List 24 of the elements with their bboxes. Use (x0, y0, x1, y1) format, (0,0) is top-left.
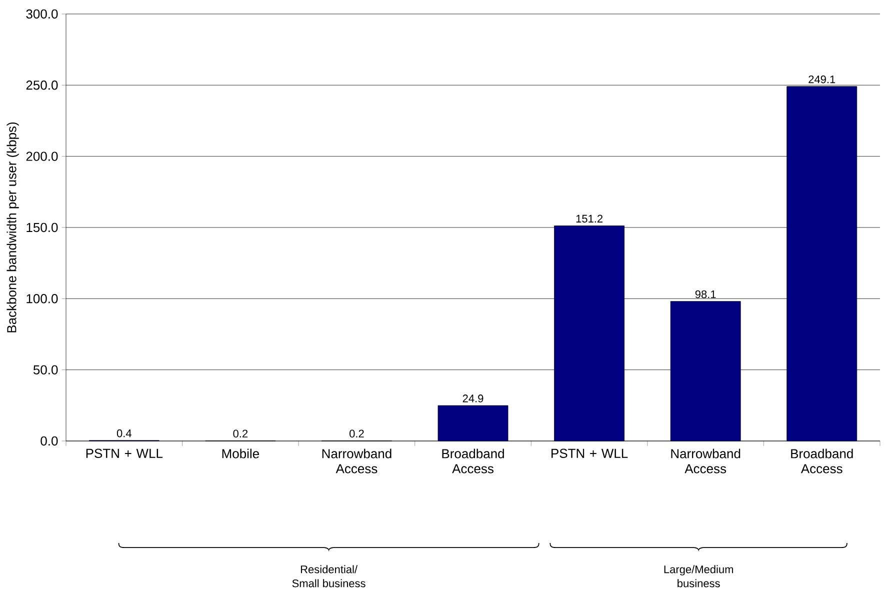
y-tick-label: 250.0 (26, 80, 58, 90)
y-tick-label: 150.0 (26, 222, 58, 232)
x-tick-label: Broadband Access (442, 448, 504, 474)
data-label: 24.9 (462, 394, 484, 402)
y-axis-title: Backbone bandwidth per user (kbps) (6, 122, 19, 332)
data-label: 0.4 (116, 429, 132, 438)
data-label: 0.2 (350, 430, 364, 438)
data-label: 0.2 (233, 430, 248, 438)
data-label: 151.2 (576, 214, 602, 223)
x-tick-label: PSTN + WLL (552, 448, 628, 458)
text: Large/Medium business (664, 565, 734, 588)
x-tick-label: Broadband Access (791, 448, 853, 474)
data-label: 98.1 (695, 290, 716, 298)
x-tick-label: Mobile (222, 448, 259, 458)
y-tick-label: 200.0 (26, 152, 58, 161)
data-label: 249.1 (808, 75, 836, 84)
x-tick-label: Narrowband Access (322, 448, 392, 474)
y-tick-label: 50.0 (33, 365, 58, 374)
text: Residential/ Small business (292, 565, 366, 588)
y-tick-label: 0.0 (40, 436, 58, 446)
y-tick-label: 100.0 (26, 294, 58, 304)
x-tick-label: PSTN + WLL (86, 448, 163, 458)
x-tick-label: Narrowband Access (671, 448, 740, 474)
y-tick-label: 300.0 (26, 9, 58, 19)
